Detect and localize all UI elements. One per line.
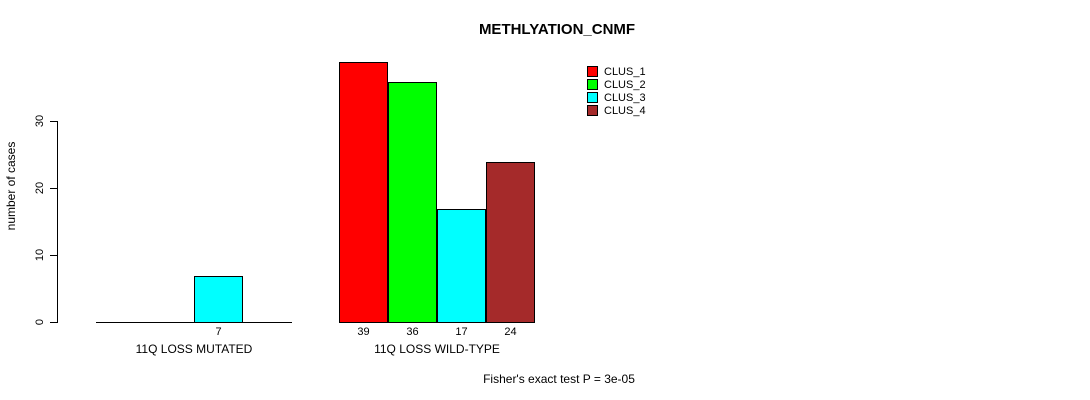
legend-label: CLUS_4 [604, 104, 646, 117]
bar-clus_3 [194, 276, 243, 323]
legend-row: CLUS_2 [587, 78, 646, 91]
y-axis-label: number of cases [4, 141, 18, 231]
legend-swatch-icon [587, 105, 598, 116]
legend-row: CLUS_4 [587, 104, 646, 117]
y-tick-label: 10 [34, 248, 46, 262]
category-label: 11Q LOSS WILD-TYPE [374, 342, 500, 356]
y-axis-line [57, 121, 58, 323]
legend-row: CLUS_3 [587, 91, 646, 104]
legend-label: CLUS_1 [604, 65, 646, 78]
bar-value-label: 17 [455, 326, 468, 338]
chart-title: METHLYATION_CNMF [478, 21, 636, 38]
y-tick-mark [50, 322, 57, 323]
legend-swatch-icon [587, 66, 598, 77]
annotation-text: Fisher's exact test P = 3e-05 [483, 372, 635, 386]
legend-swatch-icon [587, 92, 598, 103]
legend-row: CLUS_1 [587, 65, 646, 78]
bar-value-label: 24 [504, 326, 517, 338]
y-tick-label: 30 [34, 114, 46, 128]
bar-clus_1 [339, 62, 388, 323]
bar-clus_4 [486, 162, 535, 323]
legend-label: CLUS_3 [604, 91, 646, 104]
category-label: 11Q LOSS MUTATED [135, 342, 253, 356]
y-tick-label: 0 [34, 318, 46, 326]
legend-label: CLUS_2 [604, 78, 646, 91]
legend: CLUS_1 CLUS_2 CLUS_3 CLUS_4 [587, 65, 646, 117]
bar-value-label: 39 [357, 326, 370, 338]
bar-clus_3 [437, 209, 486, 323]
bar-value-label: 36 [406, 326, 419, 338]
y-tick-label: 20 [34, 181, 46, 195]
y-tick-mark [50, 121, 57, 122]
bar-value-label: 7 [215, 326, 222, 338]
y-tick-mark [50, 188, 57, 189]
bar-clus_2 [388, 82, 437, 323]
legend-swatch-icon [587, 79, 598, 90]
y-tick-mark [50, 255, 57, 256]
